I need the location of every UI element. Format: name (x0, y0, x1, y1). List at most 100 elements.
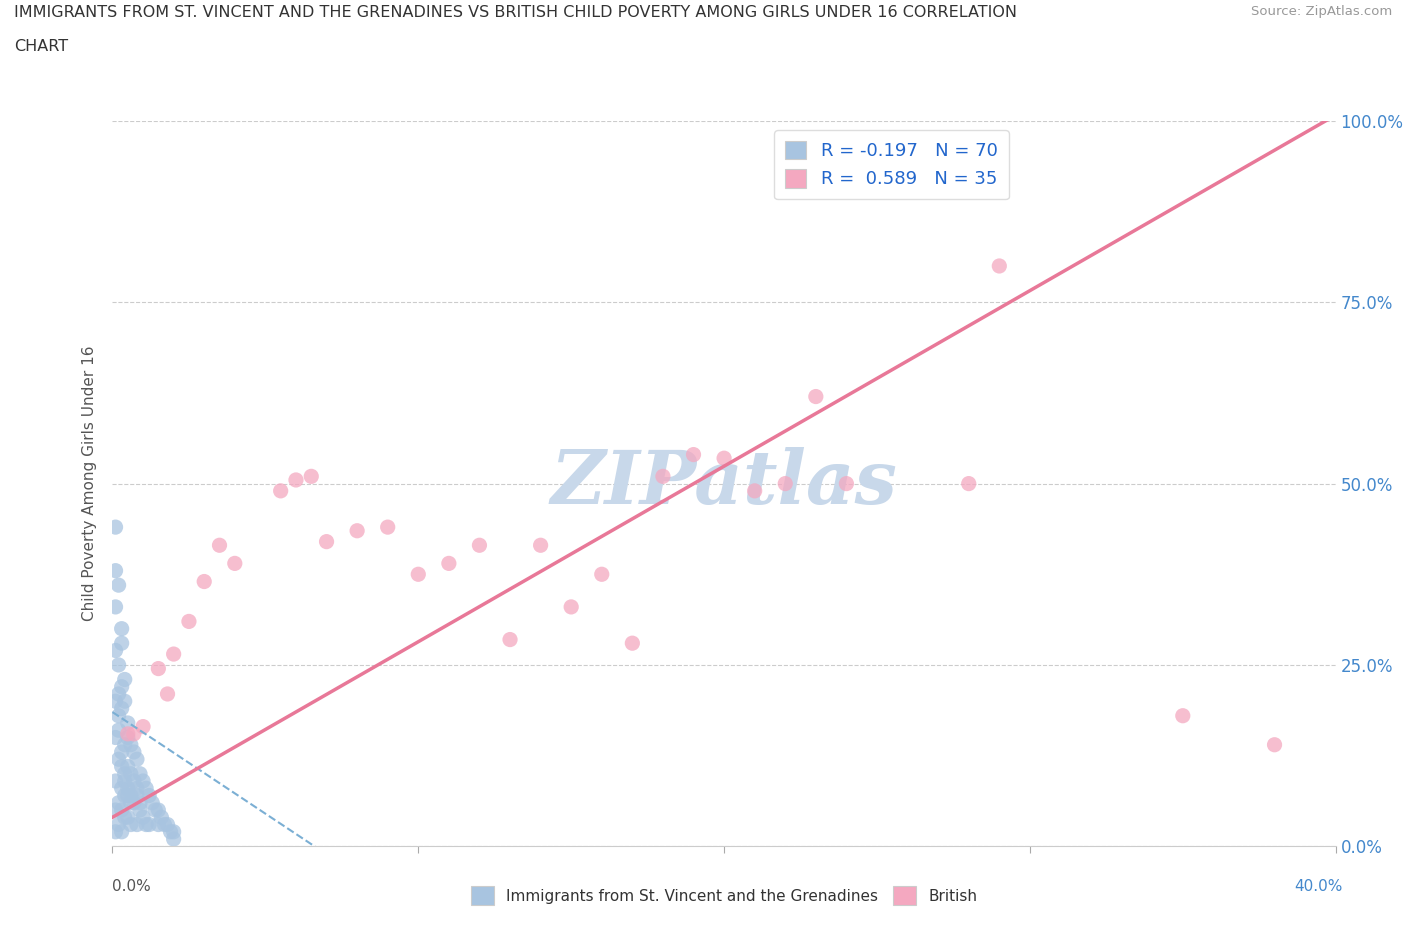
Point (125, 817, 148, 832)
Point (114, 766, 136, 781)
Point (122, 726, 145, 741)
Point (114, 810, 136, 825)
Point (652, 469, 675, 484)
Point (104, 824, 127, 839)
Point (117, 715, 139, 730)
Point (135, 781, 157, 796)
Point (122, 774, 145, 789)
Point (111, 745, 134, 760)
Point (591, 567, 613, 582)
Point (129, 766, 152, 781)
Point (107, 686, 129, 701)
Point (111, 759, 134, 774)
Point (104, 520, 127, 535)
Text: 40.0%: 40.0% (1295, 879, 1343, 894)
Point (107, 658, 129, 672)
Point (111, 621, 134, 636)
Text: IMMIGRANTS FROM ST. VINCENT AND THE GRENADINES VS BRITISH CHILD POVERTY AMONG GI: IMMIGRANTS FROM ST. VINCENT AND THE GREN… (14, 5, 1017, 20)
Point (104, 694, 127, 709)
Point (163, 824, 186, 839)
Point (224, 556, 246, 571)
Point (141, 795, 163, 810)
Point (208, 538, 231, 552)
Point (125, 781, 148, 796)
Text: ZIPatlas: ZIPatlas (551, 447, 897, 520)
Point (957, 476, 980, 491)
Point (299, 469, 322, 484)
Point (107, 795, 129, 810)
Point (111, 679, 134, 694)
Point (153, 817, 176, 832)
Point (270, 484, 292, 498)
Point (804, 389, 827, 404)
Point (117, 788, 139, 803)
Text: Source: ZipAtlas.com: Source: ZipAtlas.com (1251, 5, 1392, 18)
Point (132, 810, 155, 825)
Point (1171, 709, 1194, 724)
Point (104, 600, 127, 615)
Point (111, 781, 134, 796)
Point (163, 646, 186, 661)
Point (1264, 737, 1286, 752)
Point (468, 538, 491, 552)
Point (107, 751, 129, 766)
Point (437, 556, 460, 571)
Point (377, 520, 399, 535)
Point (315, 534, 337, 549)
Point (621, 636, 644, 651)
Point (114, 737, 136, 752)
Point (120, 737, 142, 752)
Point (132, 719, 155, 734)
Point (129, 803, 152, 817)
Point (125, 751, 148, 766)
Point (114, 694, 136, 709)
Point (775, 476, 797, 491)
Point (111, 824, 134, 839)
Point (120, 788, 142, 803)
Point (135, 817, 157, 832)
Point (114, 788, 136, 803)
Point (117, 726, 139, 741)
Point (682, 447, 704, 462)
Point (117, 781, 139, 796)
Point (138, 817, 160, 832)
Point (122, 795, 145, 810)
Point (150, 810, 173, 825)
Point (148, 817, 170, 832)
Point (111, 636, 134, 651)
Point (284, 472, 308, 487)
Point (530, 538, 553, 552)
Point (129, 795, 152, 810)
Point (107, 578, 129, 592)
Point (114, 672, 136, 687)
Point (120, 817, 142, 832)
Point (835, 476, 858, 491)
Point (408, 567, 430, 582)
Point (122, 745, 145, 760)
Point (117, 810, 139, 825)
Point (120, 766, 142, 781)
Point (104, 643, 127, 658)
Text: 0.0%: 0.0% (112, 879, 152, 894)
Point (104, 803, 127, 817)
Point (499, 632, 522, 647)
Point (120, 795, 142, 810)
Point (346, 524, 368, 538)
Point (114, 774, 136, 789)
Point (132, 774, 155, 789)
Point (148, 803, 170, 817)
Point (713, 451, 735, 466)
Point (125, 788, 148, 803)
Point (744, 484, 766, 498)
Legend: Immigrants from St. Vincent and the Grenadines, British: Immigrants from St. Vincent and the Gren… (465, 881, 983, 911)
Point (988, 259, 1011, 273)
Point (104, 774, 127, 789)
Point (117, 730, 139, 745)
Point (159, 824, 181, 839)
Point (156, 817, 179, 832)
Y-axis label: Child Poverty Among Girls Under 16: Child Poverty Among Girls Under 16 (82, 346, 97, 621)
Point (177, 614, 200, 629)
Point (111, 803, 134, 817)
Text: CHART: CHART (14, 39, 67, 54)
Point (107, 709, 129, 724)
